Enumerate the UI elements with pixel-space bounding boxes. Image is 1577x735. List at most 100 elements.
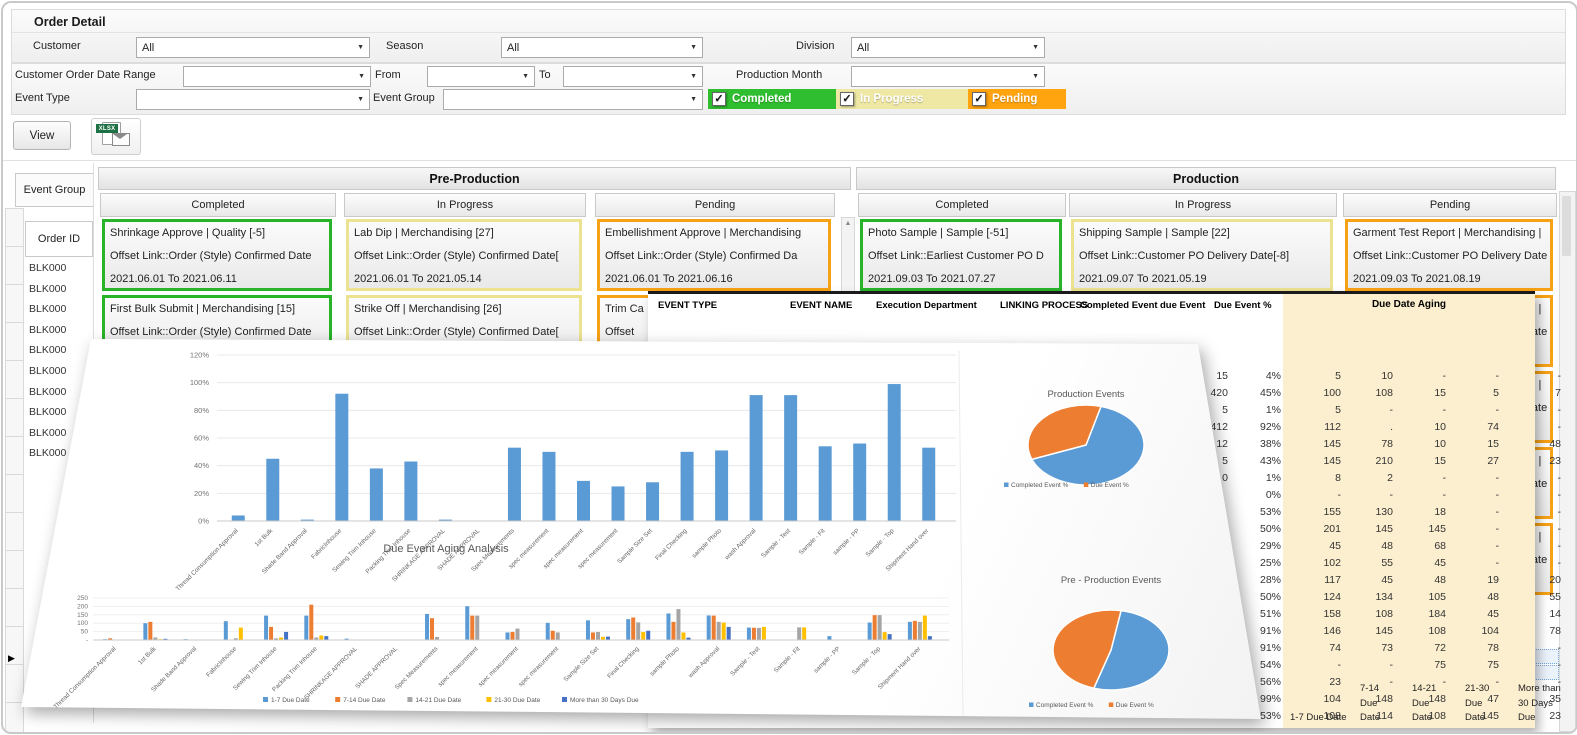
aging-value-cell: 72 — [1405, 642, 1446, 654]
column-header-in-progress[interactable]: In Progress — [1069, 193, 1337, 217]
row-selector-cell[interactable] — [5, 246, 24, 285]
chart-text: Due Event % — [1091, 482, 1129, 489]
bar-aging — [873, 615, 877, 640]
checkbox-checked-icon[interactable]: ✓ — [972, 92, 986, 106]
aging-value-cell: 19 — [1458, 574, 1499, 586]
scroll-up-icon[interactable]: ▲ — [842, 218, 854, 230]
event-card[interactable]: Shrinkage Approve | Quality [-5]Offset L… — [102, 219, 332, 291]
production-month-dropdown[interactable]: ▼ — [851, 66, 1045, 87]
event-type-dropdown[interactable]: ▼ — [136, 89, 370, 110]
bar-aging — [143, 623, 147, 640]
analysis-charts-sheet: 120%100%80%60%40%20%0%Thread Consumption… — [11, 333, 1267, 729]
bar-aging — [717, 622, 721, 640]
event-card[interactable]: Garment Test Report | Merchandising |Off… — [1345, 219, 1553, 291]
chevron-down-icon: ▼ — [1032, 44, 1039, 51]
status-toggle-completed[interactable]: ✓Completed — [708, 89, 846, 109]
view-button[interactable]: View — [13, 121, 71, 150]
order-date-range-dropdown[interactable]: ▼ — [183, 66, 371, 87]
chart-text: sample Photo — [691, 527, 724, 560]
chart-text: spec measurement — [517, 645, 560, 688]
aging-value-cell: 100 — [1283, 387, 1341, 399]
event-card[interactable]: Shipping Sample | Sample [22]Offset Link… — [1071, 219, 1333, 291]
bar-aging — [923, 616, 927, 640]
chart-text: 1st Bulk — [253, 527, 274, 548]
bar-aging — [641, 632, 645, 640]
column-header-completed[interactable]: Completed — [100, 193, 336, 217]
event-card[interactable]: Photo Sample | Sample [-51]Offset Link::… — [860, 219, 1062, 291]
order-id-cell[interactable]: BLK000 — [29, 283, 91, 295]
aging-value-cell: 158 — [1283, 608, 1341, 620]
aging-value-cell: 108 — [1353, 387, 1393, 399]
column-header-completed[interactable]: Completed — [858, 193, 1066, 217]
chart-text: Sample - Top — [865, 527, 896, 558]
order-id-column-header[interactable]: Order ID — [25, 221, 93, 257]
legend-swatch — [562, 697, 567, 702]
chart-text: 150 — [77, 612, 88, 619]
aging-value-cell: 55 — [1511, 591, 1561, 603]
aging-value-cell: - — [1458, 506, 1499, 518]
division-dropdown[interactable]: All ▼ — [851, 37, 1045, 58]
chart-text: Sample Size Set — [563, 645, 601, 683]
aging-value-cell: - — [1458, 540, 1499, 552]
toggle-label: In Progress — [860, 93, 923, 105]
aging-value-cell: - — [1458, 489, 1499, 501]
event-group-column-header[interactable]: Event Group — [15, 173, 94, 207]
column-header-pending[interactable]: Pending — [1343, 193, 1557, 217]
bar-aging — [465, 606, 469, 640]
to-dropdown[interactable]: ▼ — [563, 66, 703, 87]
event-card[interactable]: Lab Dip | Merchandising [27]Offset Link:… — [346, 219, 582, 291]
bar-aging — [626, 619, 630, 640]
division-value: All — [857, 42, 869, 54]
main-vertical-scrollbar[interactable] — [1559, 191, 1576, 732]
event-card-line: First Bulk Submit | Merchandising [15] — [105, 298, 329, 321]
aging-value-cell: 102 — [1283, 557, 1341, 569]
chart-text: FabricInhouse — [310, 527, 344, 561]
aging-value-cell: 48 — [1511, 438, 1561, 450]
page-title: Order Detail — [34, 15, 106, 29]
event-card-line: Shipping Sample | Sample [22] — [1074, 222, 1330, 245]
bar-aging — [883, 632, 887, 640]
order-id-cell[interactable]: BLK000 — [29, 262, 91, 274]
event-group-label: Event Group — [373, 92, 435, 104]
bar-aging — [888, 634, 892, 640]
chart-text: sample - PP — [813, 645, 842, 674]
bar-due-event-pct — [612, 486, 625, 521]
chart-text: Due Event % — [1116, 702, 1154, 709]
checkbox-checked-icon[interactable]: ✓ — [712, 92, 726, 106]
from-dropdown[interactable]: ▼ — [427, 66, 535, 87]
scrollbar-thumb[interactable] — [1562, 196, 1571, 256]
aging-value-cell: 108 — [1405, 625, 1446, 637]
bar-aging — [425, 614, 429, 640]
aging-value-cell: - — [1458, 404, 1499, 416]
customer-dropdown[interactable]: All▼ — [136, 37, 370, 58]
aging-value-cell: 108 — [1353, 608, 1393, 620]
bar-aging — [913, 621, 917, 640]
export-xlsx-mail-button[interactable]: XLSX — [91, 118, 141, 155]
row-selector-cell[interactable] — [5, 284, 24, 323]
bar-aging — [430, 618, 434, 640]
column-header-in-progress[interactable]: In Progress — [344, 193, 586, 217]
bar-due-event-pct — [335, 394, 348, 521]
checkbox-checked-icon[interactable]: ✓ — [840, 92, 854, 106]
aging-value-cell: - — [1511, 642, 1561, 654]
event-group-dropdown[interactable]: ▼ — [443, 89, 703, 110]
chart-text: SHADE APPROVAL — [354, 645, 399, 690]
aging-value-cell: 108 — [1283, 710, 1341, 722]
aging-value-cell: 145 — [1353, 523, 1393, 535]
order-id-cell[interactable]: BLK000 — [29, 303, 91, 315]
status-toggle-in-progress[interactable]: ✓ In Progress — [836, 89, 976, 109]
chart-text: - — [86, 637, 88, 644]
aging-value-cell: 155 — [1283, 506, 1341, 518]
bar-aging — [304, 616, 308, 640]
status-toggle-pending[interactable]: ✓Pending — [968, 89, 1066, 109]
aging-value-cell: 47 — [1458, 693, 1499, 705]
bar-due-event-pct — [577, 481, 590, 521]
bar-aging — [546, 623, 550, 640]
chart-text: wash Approval — [686, 645, 721, 680]
season-dropdown[interactable]: All▼ — [501, 37, 703, 58]
bar-aging — [802, 627, 806, 640]
column-header-pending[interactable]: Pending — [595, 193, 835, 217]
row-selector-cell[interactable] — [5, 208, 24, 247]
division-label: Division — [796, 40, 835, 52]
